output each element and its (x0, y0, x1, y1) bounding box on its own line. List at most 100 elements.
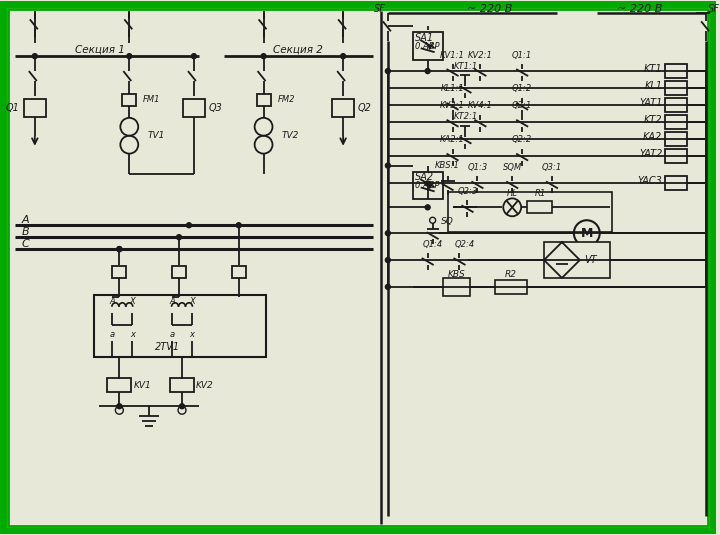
Text: Q1:3: Q1:3 (467, 163, 487, 172)
Text: KT1: KT1 (644, 64, 662, 74)
Bar (413, 172, 443, 200)
Text: Q1:2: Q1:2 (512, 85, 532, 94)
Circle shape (117, 247, 122, 251)
Text: SQM: SQM (503, 163, 522, 172)
Polygon shape (556, 252, 568, 264)
Bar (170, 378, 194, 392)
Bar (665, 132, 688, 146)
Text: Q3: Q3 (209, 103, 222, 113)
Bar (665, 81, 688, 95)
Text: a: a (169, 330, 175, 339)
Bar (24, 99, 46, 117)
Circle shape (385, 257, 390, 263)
Circle shape (426, 205, 430, 210)
Text: x: x (189, 330, 194, 339)
Text: x: x (130, 330, 135, 339)
Bar (122, 94, 136, 106)
Circle shape (192, 54, 197, 59)
Text: A: A (109, 297, 115, 307)
Bar (112, 266, 126, 278)
Circle shape (176, 235, 181, 240)
Circle shape (426, 68, 430, 73)
Text: TV1: TV1 (147, 131, 165, 140)
Text: KA2:1: KA2:1 (440, 135, 465, 144)
Circle shape (127, 54, 132, 59)
Circle shape (117, 404, 122, 409)
Bar (665, 64, 688, 78)
Text: FM1: FM1 (143, 95, 161, 104)
Text: HL: HL (507, 189, 518, 198)
Text: KT2:1: KT2:1 (454, 112, 477, 121)
Bar (183, 99, 205, 117)
Bar (665, 115, 688, 129)
Text: 0 АВР: 0 АВР (415, 181, 439, 190)
Text: KBS:1: KBS:1 (435, 161, 460, 170)
Text: SA1: SA1 (415, 33, 434, 43)
Text: YAT2: YAT2 (639, 149, 662, 158)
Text: Q2:3: Q2:3 (457, 187, 477, 196)
Text: X: X (189, 297, 195, 307)
Text: M: M (580, 227, 593, 240)
Text: R1: R1 (534, 189, 546, 198)
Text: Q3:1: Q3:1 (542, 163, 562, 172)
Text: Секция 1: Секция 1 (74, 44, 125, 54)
Text: Секция 2: Секция 2 (274, 44, 323, 54)
Text: KV1:1: KV1:1 (440, 51, 465, 60)
Circle shape (426, 181, 430, 186)
Text: KL1: KL1 (644, 81, 662, 91)
Bar (665, 98, 688, 112)
Text: SA2: SA2 (415, 172, 434, 182)
Text: Q1: Q1 (6, 103, 20, 113)
Bar (332, 99, 354, 117)
Text: ~ 220 В: ~ 220 В (616, 4, 662, 14)
Text: A: A (169, 297, 175, 307)
Circle shape (32, 54, 37, 59)
Bar (413, 32, 443, 60)
Text: KT1:1: KT1:1 (454, 62, 477, 71)
Circle shape (341, 54, 346, 59)
Bar (94, 295, 266, 356)
Text: B: B (22, 227, 30, 237)
Text: KA2: KA2 (643, 132, 662, 142)
Circle shape (385, 163, 390, 168)
Text: FM2: FM2 (277, 95, 295, 104)
Text: Q2:2: Q2:2 (512, 135, 532, 144)
Text: A: A (22, 215, 30, 225)
Bar (443, 278, 470, 296)
Circle shape (385, 68, 390, 73)
Text: Q2:1: Q2:1 (512, 102, 532, 110)
Text: Q1:4: Q1:4 (423, 240, 443, 249)
Text: KV4:1: KV4:1 (468, 102, 492, 110)
Circle shape (117, 247, 122, 251)
Bar (665, 177, 688, 190)
Text: 2TV1: 2TV1 (155, 341, 180, 351)
Text: C: C (22, 239, 30, 249)
Text: KV3:1: KV3:1 (440, 102, 465, 110)
Text: KV1: KV1 (133, 381, 151, 390)
Text: 0 АВР: 0 АВР (415, 42, 439, 51)
Bar (527, 201, 552, 213)
Text: KV2:1: KV2:1 (468, 51, 492, 60)
Bar (256, 94, 271, 106)
Text: Q2:4: Q2:4 (454, 240, 474, 249)
Text: X: X (130, 297, 135, 307)
Bar (544, 242, 610, 278)
Bar (665, 149, 688, 163)
Circle shape (186, 223, 192, 228)
Text: SQ: SQ (441, 217, 454, 226)
Text: SF: SF (374, 4, 386, 14)
Text: Q1:1: Q1:1 (512, 51, 532, 60)
Circle shape (385, 231, 390, 236)
Bar (495, 280, 527, 294)
Text: a: a (110, 330, 115, 339)
Text: Q2: Q2 (358, 103, 372, 113)
Bar (232, 266, 246, 278)
Text: SF: SF (708, 4, 720, 14)
Text: YAC3: YAC3 (637, 177, 662, 187)
Text: KV2: KV2 (196, 381, 214, 390)
Text: KT2: KT2 (644, 115, 662, 125)
Text: TV2: TV2 (282, 131, 299, 140)
Circle shape (179, 404, 184, 409)
Circle shape (261, 54, 266, 59)
Circle shape (236, 223, 241, 228)
